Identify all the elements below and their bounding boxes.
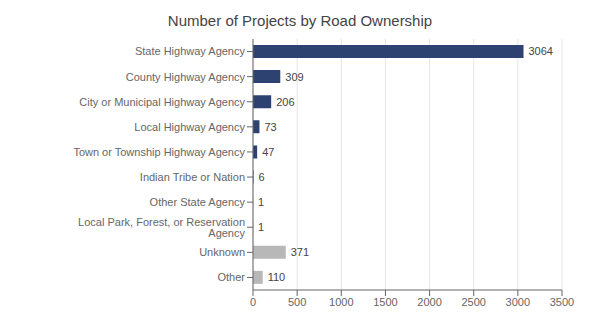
svg-text:1500: 1500 [373, 296, 397, 308]
svg-text:Town or Township Highway Agenc: Town or Township Highway Agency [73, 146, 245, 158]
svg-text:206: 206 [276, 96, 294, 108]
svg-text:371: 371 [291, 246, 309, 258]
svg-text:309: 309 [285, 71, 303, 83]
svg-text:3000: 3000 [506, 296, 530, 308]
svg-text:2500: 2500 [461, 296, 485, 308]
svg-text:Indian Tribe or Nation: Indian Tribe or Nation [140, 171, 245, 183]
svg-text:3500: 3500 [550, 296, 574, 308]
svg-text:Local Park, Forest, or Reserva: Local Park, Forest, or ReservationAgency [78, 216, 245, 239]
svg-text:Other State Agency: Other State Agency [150, 196, 246, 208]
svg-text:Other: Other [217, 271, 245, 283]
svg-text:City or Municipal Highway Agen: City or Municipal Highway Agency [79, 96, 245, 108]
svg-text:1000: 1000 [329, 296, 353, 308]
svg-text:2000: 2000 [417, 296, 441, 308]
svg-text:110: 110 [268, 271, 286, 283]
svg-text:1: 1 [258, 221, 264, 233]
svg-text:Local Highway Agency: Local Highway Agency [134, 121, 245, 133]
html-text:Number of Projects by Road Own: Number of Projects by Road Ownership [167, 12, 433, 29]
svg-text:County Highway Agency: County Highway Agency [126, 71, 246, 83]
svg-text:47: 47 [262, 146, 274, 158]
svg-text:1: 1 [258, 196, 264, 208]
svg-text:3064: 3064 [529, 45, 553, 57]
svg-text:State Highway Agency: State Highway Agency [135, 45, 246, 57]
svg-text:0: 0 [250, 296, 256, 308]
svg-text:73: 73 [264, 121, 276, 133]
svg-text:500: 500 [288, 296, 306, 308]
svg-text:Unknown: Unknown [199, 246, 245, 258]
svg-text:6: 6 [259, 171, 265, 183]
